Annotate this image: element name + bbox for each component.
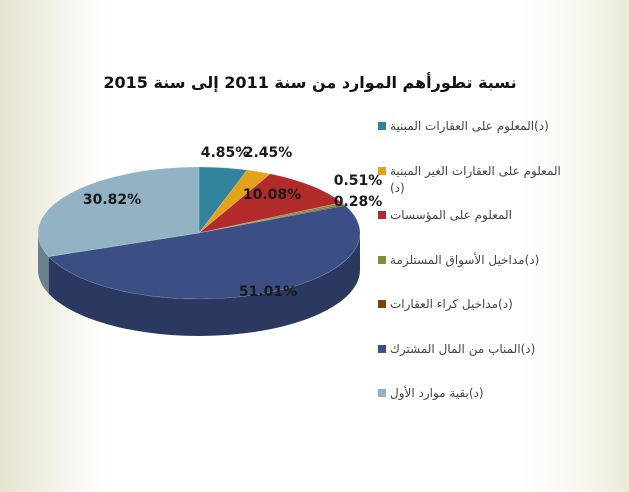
data-label-1: 2.45% <box>244 145 293 161</box>
legend-item-3: (د)مداخيل الأسواق المستلزمة <box>378 252 588 288</box>
chart-title: نسبة تطورأهم الموارد من سنة 2011 إلى سنة… <box>103 73 517 92</box>
legend-label-1: المعلوم على العقارات الغير المبنية (د) <box>390 163 561 195</box>
legend-label-3: (د)مداخيل الأسواق المستلزمة <box>390 252 540 267</box>
legend-label-2: المعلوم على المؤسسات <box>390 208 512 222</box>
legend-swatch-6 <box>378 389 386 397</box>
data-label-5: 51.01% <box>239 284 297 300</box>
pie-slice-side-6 <box>38 233 49 294</box>
data-label-3: 0.51% <box>334 173 383 189</box>
legend-item-1: المعلوم على العقارات الغير المبنية (د) <box>378 163 588 199</box>
pie-top-layer <box>37 166 361 300</box>
legend-item-4: (د)مداخيل كراء العقارات <box>378 296 588 332</box>
pie-slice-5 <box>48 205 361 300</box>
legend-swatch-0 <box>378 122 386 130</box>
data-label-4: 0.28% <box>334 194 383 210</box>
legend-label-5: (د)المناب من المال المشترك <box>390 341 536 356</box>
legend-item-2: المعلوم على المؤسسات <box>378 207 588 243</box>
pie-slice-1 <box>198 169 271 234</box>
pie-data-labels: 4.85%2.45% 10.08% 0.51% 0.28% 51.01% 30.82% <box>83 145 382 300</box>
pie-slice-4 <box>198 204 347 234</box>
legend-swatch-1 <box>378 166 386 175</box>
legend-swatch-3 <box>378 255 386 264</box>
pie-slice-6 <box>37 166 200 257</box>
legend-label-4: (د)مداخيل كراء العقارات <box>390 297 513 311</box>
legend-swatch-5 <box>378 344 386 353</box>
legend-swatch-2 <box>378 211 386 219</box>
legend-item-6: (د)بقية موارد الأول <box>378 385 588 421</box>
pie-slice-0 <box>198 166 248 234</box>
pie-slice-2 <box>198 173 343 234</box>
legend-item-0: (د)المعلوم على العقارات المبنية <box>378 118 588 154</box>
data-label-0: 4.85% <box>201 145 250 161</box>
data-label-6: 30.82% <box>83 192 141 208</box>
legend-swatch-4 <box>378 300 386 308</box>
pie-slice-side-5 <box>48 233 361 337</box>
legend-label-0: (د)المعلوم على العقارات المبنية <box>390 119 549 133</box>
pie-side-layer <box>38 233 361 337</box>
data-label-2: 10.08% <box>243 187 301 203</box>
pie-slice-3 <box>198 202 345 234</box>
legend-label-6: (د)بقية موارد الأول <box>390 386 484 400</box>
legend-item-5: (د)المناب من المال المشترك <box>378 341 588 377</box>
